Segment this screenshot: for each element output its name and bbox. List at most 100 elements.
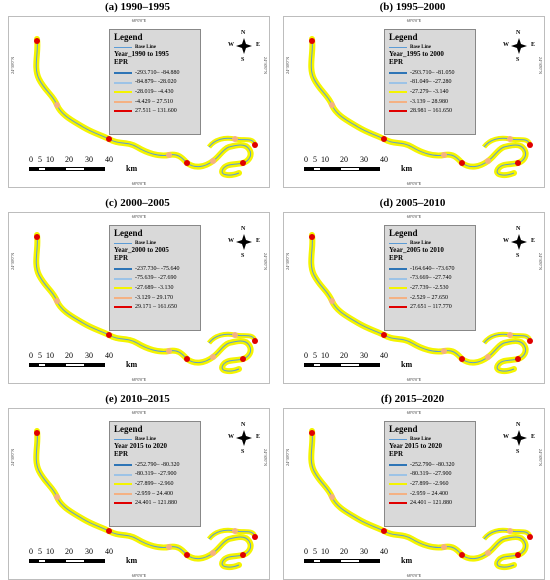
scale-tick-label: 40: [105, 547, 113, 556]
epr-hotspot: [329, 494, 335, 500]
legend-class-label: -28.019– -4.430: [135, 88, 174, 95]
scale-segment: [38, 363, 46, 367]
legend-baseline-label: Base Line: [135, 436, 156, 442]
coordinate-label-top: 68°0'0"E: [131, 214, 147, 219]
legend-baseline-label: Base Line: [135, 44, 156, 50]
legend-class-swatch: [114, 492, 132, 495]
epr-hotspot: [166, 544, 172, 550]
compass-rose-icon: [236, 234, 252, 250]
scale-tick-label: 0: [29, 351, 33, 360]
legend-class-label: -252.790– -80.320: [410, 461, 455, 468]
legend-class-label: -252.790– -80.320: [135, 461, 180, 468]
map-panel: 68°0'0"E 68°0'0"E 24°30'0"N 24°30'0"N Legend…: [8, 16, 270, 188]
coordinate-label-right: 24°30'0"N: [263, 449, 268, 466]
epr-hotspot: [381, 332, 387, 338]
legend-class-swatch: [389, 464, 407, 467]
scale-tick-label: 5: [38, 351, 42, 360]
panel-caption: (f) 2015–2020: [380, 393, 445, 405]
scale-unit: km: [401, 360, 413, 369]
compass-e-label: E: [255, 434, 260, 440]
epr-hotspot: [515, 160, 521, 166]
scale-tick-label: 10: [321, 351, 329, 360]
baseline-swatch: [114, 439, 132, 441]
coordinate-label-left: 24°30'0"N: [285, 57, 290, 74]
legend-class-label: -293.710– -81.050: [410, 69, 455, 76]
legend-class-label: 24.401 – 121.880: [135, 500, 177, 507]
legend-box: Legend Base Line Year_2000 to 2005 EPR -237.…: [109, 225, 201, 331]
epr-hotspot: [34, 234, 40, 240]
coordinate-label-right: 24°30'0"N: [263, 57, 268, 74]
legend-class-row: -27.899– -2.960: [114, 481, 196, 488]
scale-tick-label: 10: [321, 155, 329, 164]
scale-bar: 0 5 10 20 30 40 km: [29, 547, 144, 567]
coordinate-label-bottom: 68°0'0"E: [406, 573, 422, 578]
scale-tick-label: 5: [313, 155, 317, 164]
shoreline-map: [33, 232, 258, 375]
legend-baseline-row: Base Line: [114, 241, 196, 247]
legend-class-row: -80.319– -27.900: [389, 471, 471, 478]
epr-hotspot: [459, 160, 465, 166]
legend-class-row: -164.640– -73.670: [389, 266, 471, 273]
epr-hotspot: [166, 348, 172, 354]
scale-tick-label: 30: [85, 155, 93, 164]
legend-class-swatch: [114, 296, 132, 299]
coordinate-label-left: 24°30'0"N: [285, 449, 290, 466]
north-arrow-icon: N S W E: [228, 226, 260, 259]
scale-tick-label: 5: [313, 547, 317, 556]
shoreline-map: [308, 36, 533, 179]
legend-class-row: -293.710– -84.880: [114, 70, 196, 77]
compass-e-label: E: [255, 42, 260, 48]
legend-class-swatch: [389, 100, 407, 103]
scale-segment: [321, 167, 340, 171]
legend-class-swatch: [114, 91, 132, 94]
legend-year-range: Year_2000 to 2005: [114, 246, 169, 255]
legend-class-swatch: [114, 473, 132, 476]
scale-tick-label: 30: [360, 155, 368, 164]
epr-hotspot: [210, 550, 216, 556]
map-panel: 68°0'0"E 68°0'0"E 24°30'0"N 24°30'0"N Legend…: [283, 212, 545, 384]
compass-rose-icon: [236, 430, 252, 446]
compass-n-label: N: [241, 30, 246, 36]
legend-class-label: -4.429 – 27.510: [135, 98, 173, 105]
scale-unit: km: [401, 556, 413, 565]
epr-hotspot: [485, 550, 491, 556]
legend-class-row: -252.790– -80.320: [389, 462, 471, 469]
compass-rose-icon: [511, 430, 527, 446]
compass-w-label: W: [503, 42, 509, 48]
legend-baseline-row: Base Line: [389, 45, 471, 51]
legend-class-row: -2.529 – 27.650: [389, 295, 471, 302]
compass-n-label: N: [516, 226, 521, 232]
scale-tick-label: 0: [304, 547, 308, 556]
coordinate-label-bottom: 68°0'0"E: [406, 377, 422, 382]
legend-class-label: -81.049– -27.280: [410, 79, 452, 86]
scale-segment: [85, 167, 105, 171]
scale-segment: [360, 363, 380, 367]
legend-year-range: Year_1995 to 2000: [389, 50, 444, 59]
scale-tick-label: 0: [304, 155, 308, 164]
legend-class-swatch: [114, 100, 132, 103]
north-arrow-icon: N S W E: [228, 30, 260, 63]
scale-segment: [340, 167, 360, 171]
legend-class-row: -3.129 – 29.170: [114, 295, 196, 302]
epr-hotspot: [252, 338, 258, 344]
legend-class-swatch: [389, 277, 407, 280]
legend-class-swatch: [114, 277, 132, 280]
scale-bar: 0 5 10 20 30 40 km: [304, 547, 419, 567]
scale-segment: [360, 559, 380, 563]
compass-s-label: S: [241, 57, 245, 63]
map-panel: 68°0'0"E 68°0'0"E 24°30'0"N 24°30'0"N Legend…: [283, 408, 545, 580]
scale-segment: [29, 167, 38, 171]
legend-box: Legend Base Line Year 2015 to 2020 EPR -252.…: [384, 421, 476, 527]
scale-segment: [29, 363, 38, 367]
legend-title: Legend: [389, 424, 418, 434]
baseline-swatch: [114, 243, 132, 245]
coordinate-label-top: 68°0'0"E: [131, 18, 147, 23]
epr-hotspot: [309, 38, 315, 44]
legend-class-label: -2.959 – 24.400: [135, 490, 173, 497]
legend-class-swatch: [114, 81, 132, 84]
legend-year-range: Year 2015 to 2020: [389, 442, 442, 451]
scale-segment: [304, 559, 313, 563]
epr-hotspot: [106, 136, 112, 142]
scale-tick-label: 20: [340, 547, 348, 556]
legend-metric: EPR: [389, 58, 403, 67]
